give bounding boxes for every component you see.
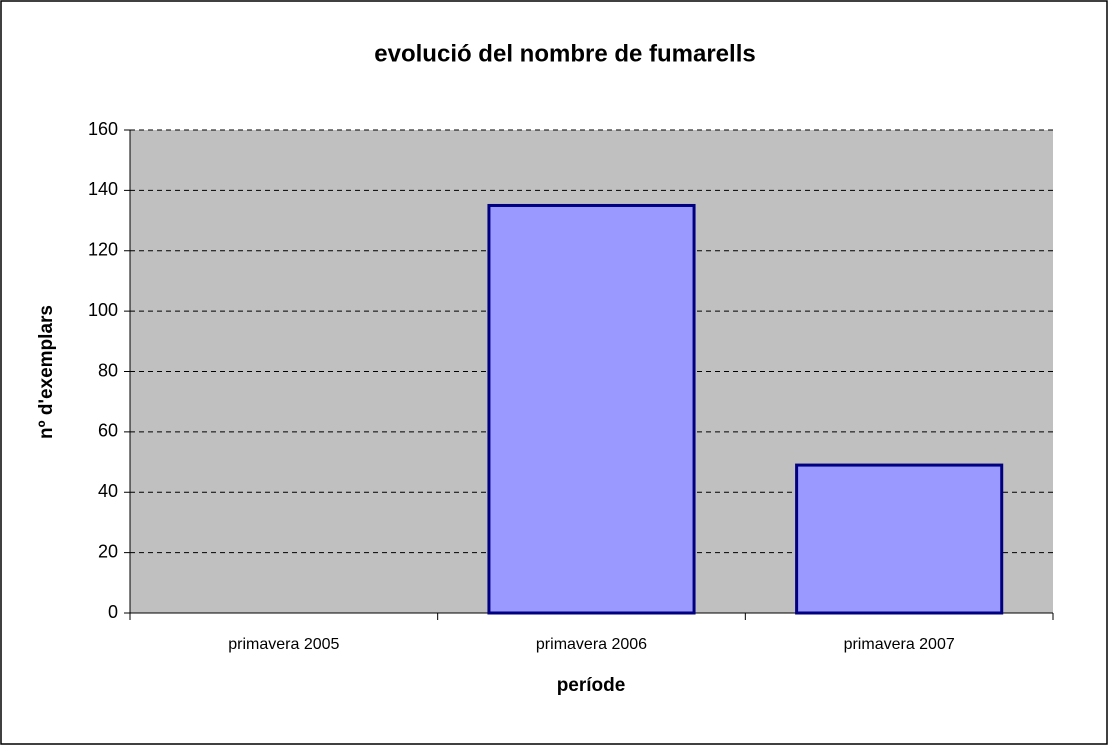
bar (795, 463, 1004, 615)
bar (487, 203, 696, 615)
x-tick-label: primavera 2005 (228, 636, 339, 653)
y-tick-label: 140 (88, 179, 118, 199)
x-tick-label: primavera 2006 (536, 636, 647, 653)
y-tick-label: 20 (98, 541, 118, 561)
y-tick-label: 120 (88, 240, 118, 260)
y-axis-label: nº d'exemplars (36, 305, 57, 439)
y-tick-label: 60 (98, 421, 118, 441)
x-axis-label: període (557, 675, 626, 696)
x-tick-label: primavera 2007 (844, 636, 955, 653)
y-tick-label: 40 (98, 481, 118, 501)
y-tick-label: 100 (88, 300, 118, 320)
y-tick-label: 0 (108, 602, 118, 622)
chart-title: evolució del nombre de fumarells (374, 40, 755, 67)
y-tick-label: 160 (88, 119, 118, 139)
y-tick-label: 80 (98, 360, 118, 380)
